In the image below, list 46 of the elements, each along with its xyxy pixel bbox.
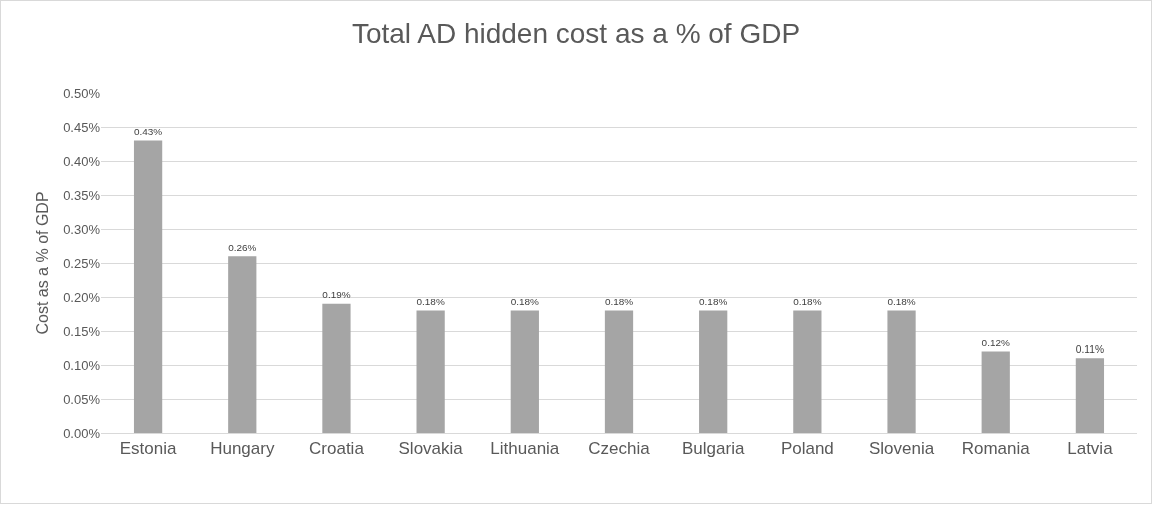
x-tick-label: Poland	[780, 439, 834, 459]
data-label: 0.19%	[322, 289, 351, 301]
data-label: 0.18%	[510, 296, 540, 308]
data-label: 0.18%	[887, 296, 916, 308]
bar	[793, 310, 822, 433]
data-label: 0.11%	[1075, 343, 1105, 355]
y-tick-label: 0.05%	[63, 391, 101, 407]
bar	[1075, 358, 1105, 433]
y-tick-label: 0.15%	[63, 323, 101, 339]
data-label: 0.18%	[604, 296, 634, 308]
y-tick-label: 0.20%	[63, 289, 101, 305]
y-tick-label: 0.00%	[63, 425, 101, 441]
x-tick-label: Hungary	[210, 439, 275, 459]
data-label: 0.26%	[228, 241, 257, 253]
y-tick-label: 0.50%	[63, 85, 101, 101]
bar	[133, 140, 163, 433]
y-axis-title: Cost as a % of GDP	[34, 191, 52, 335]
bar	[510, 310, 539, 433]
y-tick-label: 0.10%	[63, 357, 101, 373]
data-label: 0.18%	[699, 296, 728, 308]
bar	[322, 303, 351, 433]
x-tick-label: Bulgaria	[681, 439, 745, 459]
data-label: 0.43%	[133, 126, 163, 138]
bar	[699, 310, 728, 433]
x-tick-label: Slovenia	[868, 439, 935, 459]
bar	[887, 310, 916, 433]
y-tick-label: 0.45%	[63, 119, 101, 135]
x-tick-label: Lithuania	[490, 439, 560, 459]
x-tick-label: Slovakia	[398, 439, 464, 459]
y-tick-label: 0.35%	[63, 187, 101, 203]
bar	[604, 310, 634, 433]
x-tick-label: Romania	[961, 439, 1031, 459]
y-tick-label: 0.40%	[63, 153, 101, 169]
x-tick-label: Czechia	[588, 439, 651, 459]
bar	[981, 351, 1010, 433]
x-tick-label: Croatia	[309, 439, 365, 459]
chart-title: Total AD hidden cost as a % of GDP	[351, 18, 801, 50]
y-tick-label: 0.30%	[63, 221, 101, 237]
bar	[228, 256, 257, 433]
x-tick-label: Latvia	[1067, 439, 1114, 459]
data-label: 0.18%	[416, 296, 445, 308]
y-tick-label: 0.25%	[63, 255, 101, 271]
x-tick-label: Estonia	[119, 439, 177, 459]
data-label: 0.18%	[793, 296, 822, 308]
data-label: 0.12%	[981, 337, 1010, 349]
bar	[416, 310, 445, 433]
